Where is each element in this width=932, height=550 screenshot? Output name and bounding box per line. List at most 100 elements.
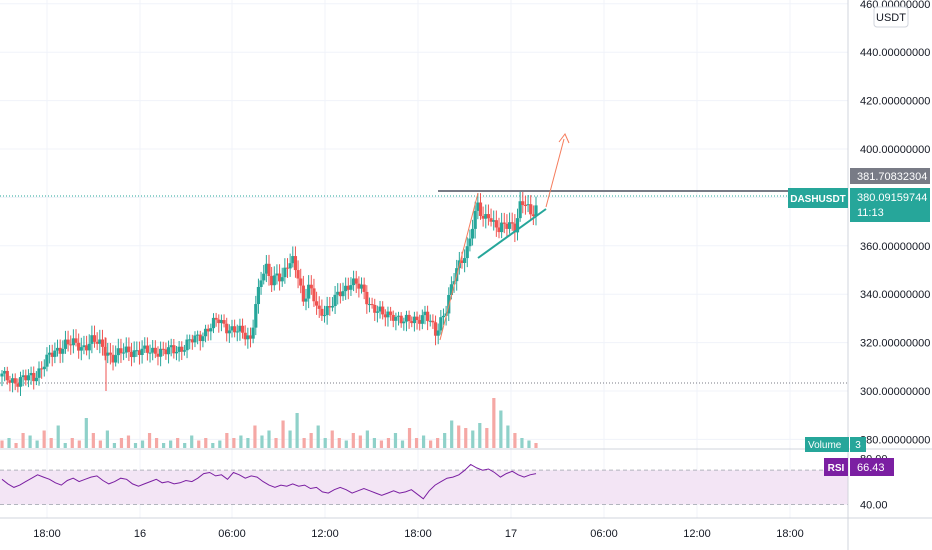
candle-body bbox=[42, 366, 46, 370]
candle-body bbox=[219, 320, 224, 324]
volume-bar bbox=[506, 425, 510, 448]
volume-bar bbox=[309, 433, 313, 448]
candle-body bbox=[486, 214, 491, 219]
candle-body bbox=[145, 345, 149, 353]
candle-body bbox=[293, 256, 298, 271]
volume-tag[interactable]: Volume 3 bbox=[805, 437, 866, 452]
candle-body bbox=[100, 339, 105, 347]
candle-body bbox=[476, 202, 480, 211]
candle-body bbox=[188, 339, 192, 341]
candle-body bbox=[119, 348, 123, 354]
volume-bar bbox=[400, 440, 405, 448]
price-tick-label: 340.00000000 bbox=[860, 289, 930, 301]
candle-body bbox=[277, 273, 282, 282]
candle-body bbox=[510, 222, 514, 224]
candle-body bbox=[69, 344, 73, 346]
time-tick-label: 12:00 bbox=[311, 528, 339, 540]
candle-body bbox=[383, 314, 387, 318]
candle-body bbox=[148, 352, 152, 354]
candle-body bbox=[259, 280, 263, 287]
resistance-price-label: 381.70832304 bbox=[857, 171, 927, 183]
resistance-price-tag: 381.70832304 bbox=[850, 168, 930, 184]
candle-body bbox=[238, 325, 242, 332]
candle-body bbox=[108, 352, 112, 355]
candle-body bbox=[484, 214, 488, 219]
volume-bar bbox=[393, 433, 398, 448]
candle-body bbox=[404, 314, 409, 322]
candle-body bbox=[151, 347, 155, 353]
rsi-tag[interactable]: RSI 66.43 bbox=[824, 458, 894, 476]
candle-body bbox=[449, 284, 454, 296]
candle-body bbox=[418, 320, 422, 324]
volume-bar bbox=[119, 438, 124, 448]
candle-body bbox=[190, 339, 194, 343]
candle-body bbox=[156, 353, 160, 357]
candle-body bbox=[283, 267, 287, 278]
candle-body bbox=[523, 205, 528, 207]
rsi-tick-label: 40.00 bbox=[860, 500, 888, 512]
candle-body bbox=[137, 350, 142, 355]
volume-bar bbox=[246, 438, 250, 448]
candle-body bbox=[534, 205, 538, 217]
candle-body bbox=[122, 352, 126, 354]
candle-body bbox=[463, 258, 467, 263]
time-tick-label: 18:00 bbox=[404, 528, 432, 540]
candle-body bbox=[211, 317, 216, 329]
candle-body bbox=[26, 375, 31, 381]
candle-body bbox=[114, 355, 118, 363]
time-axis[interactable]: 18:00 16 06:00 12:00 18:00 17 06:00 12:00 18:00 bbox=[33, 528, 804, 540]
candle-body bbox=[13, 378, 17, 384]
rsi-tag-value: 66.43 bbox=[857, 462, 885, 474]
candle-body bbox=[470, 228, 475, 239]
time-tick-label: 17 bbox=[505, 528, 517, 540]
candle-body bbox=[206, 328, 210, 332]
candle-body bbox=[373, 304, 377, 313]
candle-body bbox=[336, 291, 340, 295]
candle-body bbox=[10, 378, 15, 383]
rsi-tag-label: RSI bbox=[828, 463, 845, 474]
projection-arrow[interactable] bbox=[439, 133, 570, 341]
candle-body bbox=[32, 372, 36, 382]
candle-body bbox=[280, 277, 284, 282]
currency-tag[interactable]: USDT bbox=[873, 6, 909, 28]
rsi-band bbox=[0, 470, 848, 505]
price-tick-label: 440.00000000 bbox=[860, 47, 930, 59]
candle-body bbox=[34, 377, 38, 382]
time-tick-label: 06:00 bbox=[218, 528, 246, 540]
candle-body bbox=[116, 348, 120, 356]
candle-body bbox=[79, 347, 83, 351]
candle-body bbox=[182, 350, 187, 352]
candle-body bbox=[164, 349, 168, 355]
candle-body bbox=[338, 291, 342, 297]
candle-body bbox=[63, 339, 68, 349]
time-tick-label: 16 bbox=[134, 528, 146, 540]
volume-bar bbox=[274, 438, 278, 448]
candle-body bbox=[441, 315, 446, 318]
candle-body bbox=[129, 351, 134, 358]
candle-body bbox=[526, 204, 530, 206]
volume-bar bbox=[176, 438, 180, 448]
candle-body bbox=[341, 291, 345, 297]
candle-body bbox=[312, 288, 316, 302]
volume-bar bbox=[527, 440, 531, 448]
ascending-trendline[interactable] bbox=[477, 208, 547, 259]
candle-body bbox=[248, 335, 253, 339]
price-axis[interactable]: 460.00000000 440.00000000 420.00000000 400.… bbox=[860, 0, 930, 446]
symbol-tag[interactable]: DASHUSDT bbox=[788, 188, 848, 208]
currency-tag-label: USDT bbox=[876, 12, 906, 24]
candle-body bbox=[246, 335, 250, 340]
projection-line bbox=[545, 138, 565, 208]
volume-bar bbox=[372, 438, 376, 448]
volume-bar bbox=[154, 438, 159, 448]
candle-body bbox=[518, 201, 522, 219]
candle-body bbox=[161, 348, 165, 350]
candle-body bbox=[420, 315, 424, 324]
candle-body bbox=[529, 204, 533, 215]
countdown-label: 11:13 bbox=[857, 207, 884, 219]
volume-bar bbox=[281, 420, 285, 448]
candle-body bbox=[465, 246, 469, 259]
candle-body bbox=[314, 301, 319, 306]
volume-bar bbox=[443, 433, 447, 448]
